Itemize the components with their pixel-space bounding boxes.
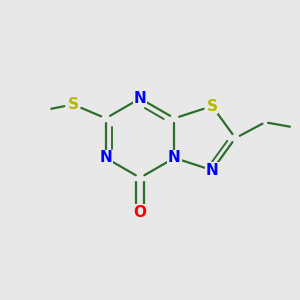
Text: N: N (134, 91, 146, 106)
Text: N: N (99, 150, 112, 165)
Text: S: S (68, 97, 79, 112)
Text: N: N (168, 150, 181, 165)
Text: S: S (207, 99, 218, 114)
Text: N: N (206, 163, 218, 178)
Text: O: O (134, 205, 147, 220)
